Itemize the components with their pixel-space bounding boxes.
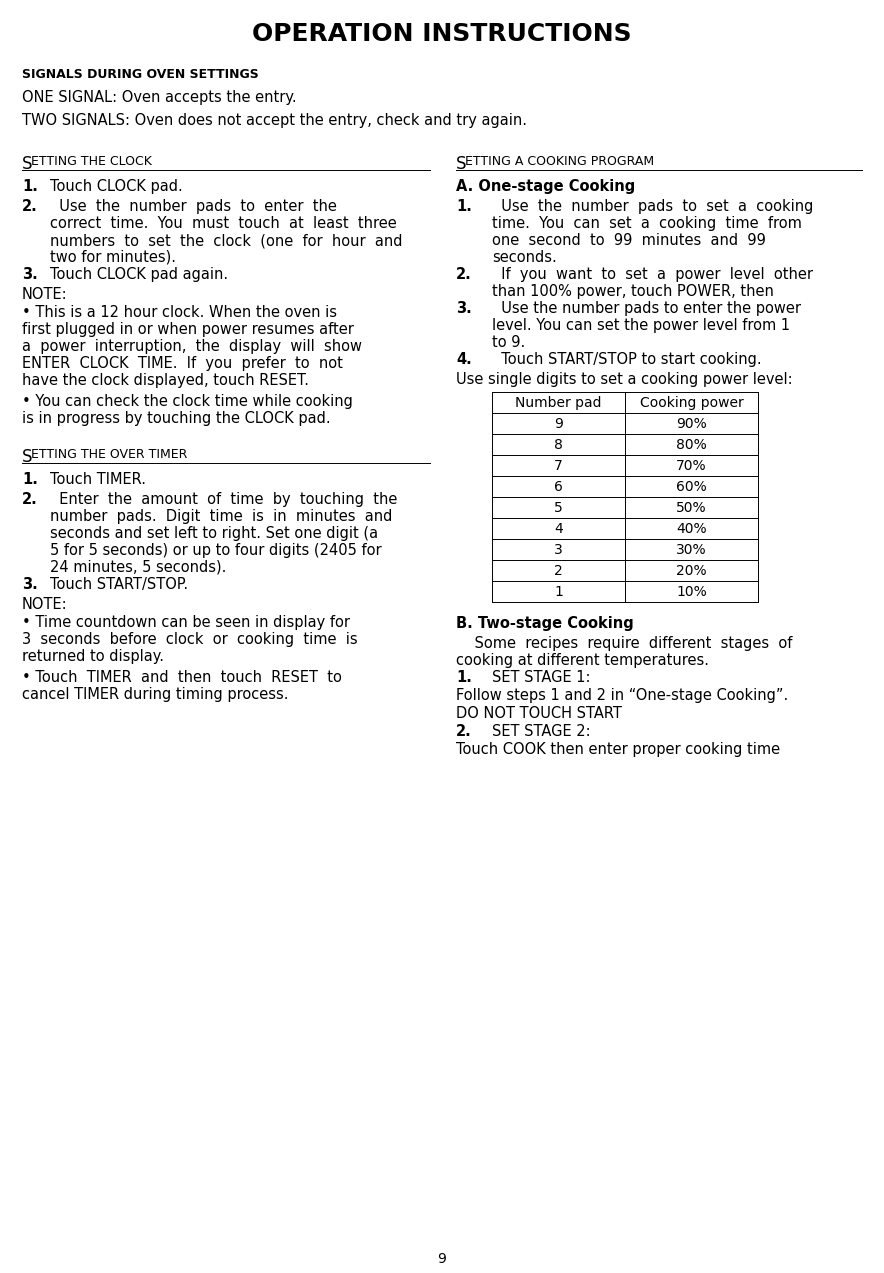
- Text: ETTING THE OVER TIMER: ETTING THE OVER TIMER: [31, 448, 187, 461]
- Text: Follow steps 1 and 2 in “One-stage Cooking”.: Follow steps 1 and 2 in “One-stage Cooki…: [456, 687, 789, 703]
- Text: one  second  to  99  minutes  and  99: one second to 99 minutes and 99: [492, 233, 766, 248]
- Text: number  pads.  Digit  time  is  in  minutes  and: number pads. Digit time is in minutes an…: [50, 509, 392, 524]
- Text: 7: 7: [554, 460, 563, 474]
- Text: 60%: 60%: [676, 480, 707, 494]
- Text: have the clock displayed, touch RESET.: have the clock displayed, touch RESET.: [22, 373, 309, 388]
- Text: level. You can set the power level from 1: level. You can set the power level from …: [492, 318, 790, 334]
- Text: 2.: 2.: [22, 491, 38, 507]
- Text: Touch COOK then enter proper cooking time: Touch COOK then enter proper cooking tim…: [456, 742, 780, 757]
- Text: SET STAGE 1:: SET STAGE 1:: [492, 670, 591, 685]
- Text: Touch CLOCK pad.: Touch CLOCK pad.: [50, 179, 183, 193]
- Text: • Touch  TIMER  and  then  touch  RESET  to: • Touch TIMER and then touch RESET to: [22, 670, 342, 685]
- Text: numbers  to  set  the  clock  (one  for  hour  and: numbers to set the clock (one for hour a…: [50, 233, 402, 248]
- Text: 5 for 5 seconds) or up to four digits (2405 for: 5 for 5 seconds) or up to four digits (2…: [50, 544, 382, 558]
- Text: seconds and set left to right. Set one digit (a: seconds and set left to right. Set one d…: [50, 526, 378, 541]
- Text: Cooking power: Cooking power: [640, 396, 743, 410]
- Text: 3.: 3.: [22, 267, 38, 283]
- Text: 4.: 4.: [456, 353, 472, 367]
- Text: ETTING A COOKING PROGRAM: ETTING A COOKING PROGRAM: [465, 155, 654, 168]
- Text: 10%: 10%: [676, 586, 707, 600]
- Text: S: S: [22, 155, 33, 173]
- Text: 3  seconds  before  clock  or  cooking  time  is: 3 seconds before clock or cooking time i…: [22, 631, 358, 647]
- Text: ENTER  CLOCK  TIME.  If  you  prefer  to  not: ENTER CLOCK TIME. If you prefer to not: [22, 356, 343, 370]
- Text: • You can check the clock time while cooking: • You can check the clock time while coo…: [22, 395, 353, 409]
- Text: 90%: 90%: [676, 418, 707, 432]
- Text: is in progress by touching the CLOCK pad.: is in progress by touching the CLOCK pad…: [22, 411, 331, 426]
- Text: 1.: 1.: [22, 179, 38, 193]
- Text: SIGNALS DURING OVEN SETTINGS: SIGNALS DURING OVEN SETTINGS: [22, 67, 259, 81]
- Text: DO NOT TOUCH START: DO NOT TOUCH START: [456, 707, 621, 721]
- Text: 6: 6: [554, 480, 563, 494]
- Text: Use the number pads to enter the power: Use the number pads to enter the power: [492, 300, 801, 316]
- Text: 50%: 50%: [676, 502, 707, 516]
- Text: 9: 9: [554, 418, 563, 432]
- Text: Touch START/STOP to start cooking.: Touch START/STOP to start cooking.: [492, 353, 762, 367]
- Text: OPERATION INSTRUCTIONS: OPERATION INSTRUCTIONS: [252, 22, 632, 46]
- Text: 8: 8: [554, 438, 563, 452]
- Text: SET STAGE 2:: SET STAGE 2:: [492, 724, 591, 740]
- Text: 70%: 70%: [676, 460, 707, 474]
- Text: 30%: 30%: [676, 544, 707, 558]
- Text: Enter  the  amount  of  time  by  touching  the: Enter the amount of time by touching the: [50, 491, 398, 507]
- Text: S: S: [22, 448, 33, 466]
- Text: 3.: 3.: [456, 300, 472, 316]
- Text: Use  the  number  pads  to  set  a  cooking: Use the number pads to set a cooking: [492, 199, 813, 214]
- Text: If  you  want  to  set  a  power  level  other: If you want to set a power level other: [492, 267, 813, 283]
- Text: cancel TIMER during timing process.: cancel TIMER during timing process.: [22, 687, 288, 701]
- Text: 1: 1: [554, 586, 563, 600]
- Text: Touch START/STOP.: Touch START/STOP.: [50, 577, 188, 592]
- Text: 5: 5: [554, 502, 563, 516]
- Text: 2: 2: [554, 564, 563, 578]
- Text: 1.: 1.: [456, 670, 472, 685]
- Text: 3: 3: [554, 544, 563, 558]
- Text: ETTING THE CLOCK: ETTING THE CLOCK: [31, 155, 152, 168]
- Text: 9: 9: [438, 1253, 446, 1267]
- Text: time.  You  can  set  a  cooking  time  from: time. You can set a cooking time from: [492, 216, 802, 230]
- Text: Number pad: Number pad: [515, 396, 602, 410]
- Text: returned to display.: returned to display.: [22, 649, 164, 665]
- Text: 1.: 1.: [22, 472, 38, 488]
- Text: 2.: 2.: [22, 199, 38, 214]
- Text: 1.: 1.: [456, 199, 472, 214]
- Text: 80%: 80%: [676, 438, 707, 452]
- Text: S: S: [456, 155, 467, 173]
- Text: • This is a 12 hour clock. When the oven is: • This is a 12 hour clock. When the oven…: [22, 306, 337, 320]
- Text: 20%: 20%: [676, 564, 707, 578]
- Text: 4: 4: [554, 522, 563, 536]
- Text: a  power  interruption,  the  display  will  show: a power interruption, the display will s…: [22, 339, 362, 354]
- Text: to 9.: to 9.: [492, 335, 525, 350]
- Text: Use  the  number  pads  to  enter  the: Use the number pads to enter the: [50, 199, 337, 214]
- Text: NOTE:: NOTE:: [22, 597, 67, 612]
- Text: correct  time.  You  must  touch  at  least  three: correct time. You must touch at least th…: [50, 216, 397, 230]
- Text: 2.: 2.: [456, 724, 472, 740]
- Text: ONE SIGNAL: Oven accepts the entry.: ONE SIGNAL: Oven accepts the entry.: [22, 90, 297, 104]
- Text: than 100% power, touch POWER, then: than 100% power, touch POWER, then: [492, 284, 774, 299]
- Text: seconds.: seconds.: [492, 250, 557, 265]
- Text: • Time countdown can be seen in display for: • Time countdown can be seen in display …: [22, 615, 350, 630]
- Text: Some  recipes  require  different  stages  of: Some recipes require different stages of: [456, 636, 792, 651]
- Text: B. Two-stage Cooking: B. Two-stage Cooking: [456, 616, 634, 631]
- Text: Touch CLOCK pad again.: Touch CLOCK pad again.: [50, 267, 228, 283]
- Text: 3.: 3.: [22, 577, 38, 592]
- Text: Touch TIMER.: Touch TIMER.: [50, 472, 146, 488]
- Text: first plugged in or when power resumes after: first plugged in or when power resumes a…: [22, 322, 354, 337]
- Text: 2.: 2.: [456, 267, 472, 283]
- Text: 24 minutes, 5 seconds).: 24 minutes, 5 seconds).: [50, 560, 226, 575]
- Text: 40%: 40%: [676, 522, 707, 536]
- Text: two for minutes).: two for minutes).: [50, 250, 176, 265]
- Text: NOTE:: NOTE:: [22, 286, 67, 302]
- Text: TWO SIGNALS: Oven does not accept the entry, check and try again.: TWO SIGNALS: Oven does not accept the en…: [22, 113, 527, 129]
- Text: A. One-stage Cooking: A. One-stage Cooking: [456, 179, 636, 193]
- Text: Use single digits to set a cooking power level:: Use single digits to set a cooking power…: [456, 372, 793, 387]
- Text: cooking at different temperatures.: cooking at different temperatures.: [456, 653, 709, 668]
